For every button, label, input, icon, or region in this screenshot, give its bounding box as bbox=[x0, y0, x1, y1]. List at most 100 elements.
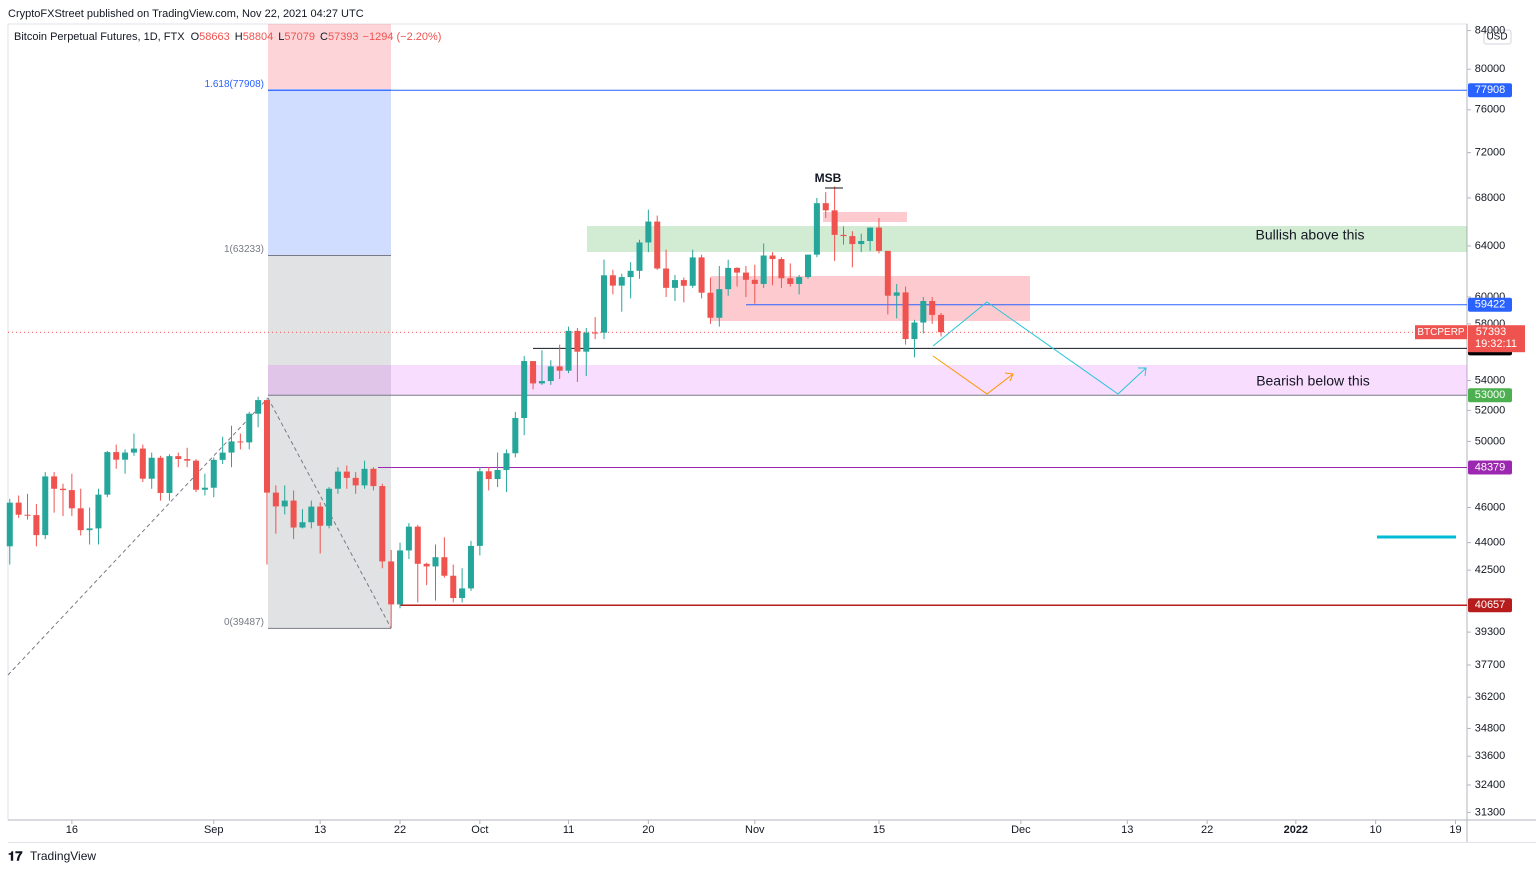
fib-label: 1.618(77908) bbox=[205, 79, 265, 90]
candle-body bbox=[272, 492, 279, 507]
candle-body bbox=[113, 452, 120, 460]
ohlc-value: 57079 bbox=[284, 31, 315, 43]
last-price-tag bbox=[1468, 325, 1525, 353]
bottom-border bbox=[8, 842, 1536, 843]
currency-badge bbox=[1483, 29, 1512, 45]
candle-body bbox=[689, 257, 696, 286]
candle-body bbox=[574, 330, 581, 352]
candle-body bbox=[778, 259, 785, 279]
candle-body bbox=[290, 500, 297, 528]
candle-body bbox=[760, 255, 767, 284]
candle-body bbox=[423, 563, 430, 567]
candle-body bbox=[281, 500, 288, 507]
candle-body bbox=[671, 280, 678, 288]
candle-body bbox=[494, 469, 501, 480]
x-tick-label: 19 bbox=[1449, 824, 1461, 836]
x-tick-label: Oct bbox=[471, 824, 488, 836]
projection-path bbox=[932, 355, 1014, 395]
candle-body bbox=[698, 257, 705, 293]
y-tick-label: 31300 bbox=[1475, 806, 1506, 818]
candle-body bbox=[228, 441, 235, 453]
y-tick-label: 52000 bbox=[1475, 404, 1506, 416]
fib-trend bbox=[7, 397, 269, 676]
x-tick-label: 20 bbox=[642, 824, 654, 836]
candle-body bbox=[875, 227, 882, 251]
fib-zone bbox=[268, 89, 391, 255]
candle-body bbox=[459, 588, 466, 599]
candle-body bbox=[476, 471, 483, 546]
candle-body bbox=[911, 322, 918, 340]
candle-body bbox=[175, 456, 182, 460]
candle-body bbox=[237, 441, 244, 443]
price-level-tag bbox=[1468, 297, 1512, 312]
y-tick-label: 33600 bbox=[1475, 750, 1506, 762]
ohlc-letter: O bbox=[191, 31, 200, 43]
candle-body bbox=[122, 452, 129, 460]
x-tick-label: 22 bbox=[1201, 824, 1213, 836]
y-tick-label: 34800 bbox=[1475, 722, 1506, 734]
candle-body bbox=[742, 272, 749, 280]
y-tick-label: 42500 bbox=[1475, 564, 1506, 576]
fib-zone bbox=[268, 24, 391, 89]
candle-body bbox=[627, 270, 634, 278]
ohlc-value: 57393 bbox=[328, 31, 359, 43]
annotation: MSB bbox=[815, 171, 842, 185]
x-tick-label: Dec bbox=[1011, 824, 1031, 836]
candle-body bbox=[592, 332, 599, 334]
candle-body bbox=[148, 457, 155, 479]
change: −1294 (−2.20%) bbox=[363, 31, 442, 43]
candle-body bbox=[139, 448, 146, 479]
candle-body bbox=[263, 400, 270, 493]
candle-body bbox=[503, 453, 510, 470]
price-level-label: 53000 bbox=[1475, 389, 1506, 401]
candle-body bbox=[636, 242, 643, 271]
y-tick-label: 84000 bbox=[1475, 24, 1506, 36]
candle-body bbox=[521, 361, 528, 419]
y-tick-label: 68000 bbox=[1475, 192, 1506, 204]
candle-body bbox=[645, 221, 652, 243]
annotation: Bullish above this bbox=[1256, 227, 1365, 243]
candle-body bbox=[326, 488, 333, 526]
price-level-tag bbox=[1468, 598, 1512, 613]
fib-trend bbox=[267, 397, 392, 629]
y-tick-label: 72000 bbox=[1475, 147, 1506, 159]
candle-body bbox=[130, 448, 137, 453]
ohlc-value: 58804 bbox=[243, 31, 274, 43]
candle-body bbox=[441, 557, 448, 576]
x-tick-label: 10 bbox=[1370, 824, 1382, 836]
x-tick-label: 11 bbox=[563, 824, 574, 836]
candle-body bbox=[893, 292, 900, 296]
candle-body bbox=[397, 550, 404, 605]
ohlc-letter: L bbox=[278, 31, 284, 43]
candle-body bbox=[450, 575, 457, 599]
y-tick-label: 39300 bbox=[1475, 626, 1506, 638]
candle-body bbox=[15, 502, 22, 515]
candle-body bbox=[725, 267, 732, 290]
candle-body bbox=[485, 471, 492, 480]
candle-body bbox=[707, 292, 714, 318]
candle-body bbox=[902, 292, 909, 340]
candle-body bbox=[538, 381, 545, 384]
annotation: Bearish below this bbox=[1256, 373, 1370, 389]
ohlc-value: 58663 bbox=[199, 31, 230, 43]
ohlc-letter: H bbox=[235, 31, 243, 43]
y-tick-label: 76000 bbox=[1475, 104, 1506, 116]
x-tick-label: Nov bbox=[745, 824, 765, 836]
price-level-tag bbox=[1468, 388, 1512, 403]
y-tick-label: 37700 bbox=[1475, 659, 1506, 671]
candle-body bbox=[734, 267, 741, 273]
candle-body bbox=[405, 526, 412, 551]
candle-body bbox=[751, 279, 758, 284]
candle-body bbox=[858, 240, 865, 245]
candle-body bbox=[246, 413, 253, 443]
currency: USD bbox=[1486, 32, 1507, 43]
candle-body bbox=[432, 557, 439, 567]
x-tick-label: 16 bbox=[66, 824, 78, 836]
candle-body bbox=[804, 254, 812, 278]
x-tick-label: 22 bbox=[394, 824, 406, 836]
symbol-legend: Bitcoin Perpetual Futures, 1D, FTX O58663… bbox=[14, 31, 441, 43]
bullish-zone bbox=[587, 226, 1467, 252]
x-tick-label: Sep bbox=[204, 824, 224, 836]
candle-body bbox=[210, 459, 217, 488]
